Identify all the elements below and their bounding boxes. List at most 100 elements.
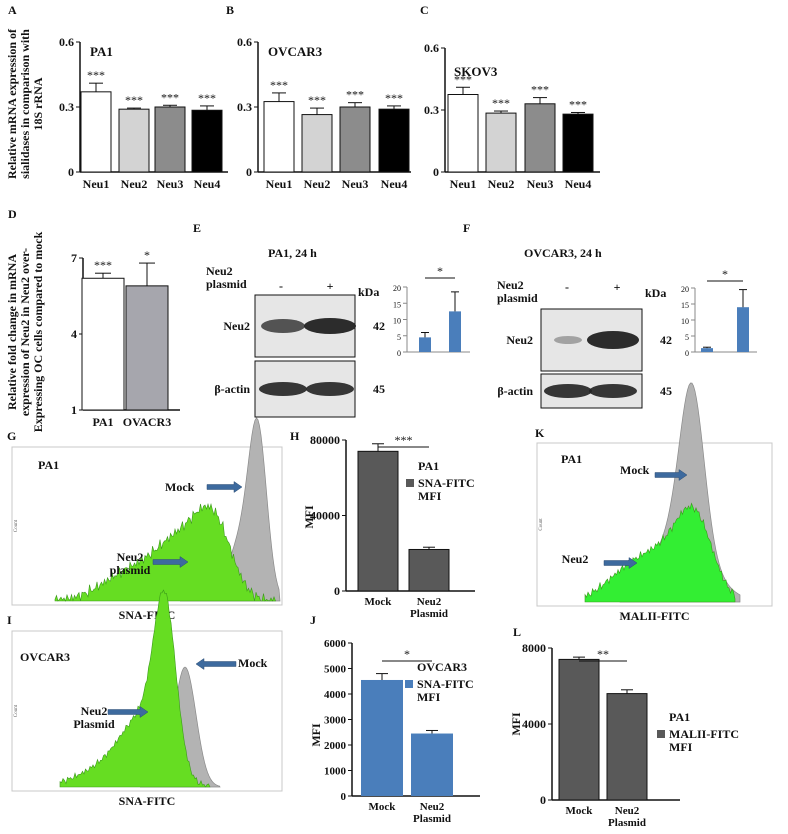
K-y-axis-label: Count — [539, 518, 544, 531]
panel-letter-K: K — [535, 426, 545, 440]
C-bar — [562, 113, 594, 173]
arrow-icon — [195, 658, 237, 670]
J-y-axis-label: MFI — [309, 723, 323, 747]
J-significance: * — [404, 647, 410, 661]
J-y-tick-label: 5000 — [324, 664, 347, 676]
H-y-tick-label: 0 — [334, 584, 340, 598]
E-band — [261, 319, 305, 333]
J-bar — [411, 733, 453, 796]
G-neu2-label: Neu2 — [117, 550, 144, 564]
E-band — [304, 318, 356, 334]
J-legend-swatch — [405, 680, 413, 688]
panel-letter-C: C — [420, 3, 429, 17]
L-legend-entry: MALII-FITC — [669, 727, 739, 741]
J-legend-title: OVCAR3 — [417, 660, 467, 674]
panel-letter-H: H — [290, 429, 300, 443]
K-cell-line: PA1 — [561, 452, 582, 466]
E-band — [259, 382, 307, 396]
J-y-tick-label: 0 — [341, 791, 347, 803]
J-y-tick-label: 6000 — [324, 638, 347, 650]
A-y-tick-label: 0 — [68, 165, 74, 179]
C-y-tick-label: 0 — [433, 165, 439, 179]
B-significance: *** — [385, 91, 403, 105]
A-inset-title: PA1 — [90, 44, 113, 59]
H-legend-swatch — [406, 479, 414, 487]
G-neu2-label: plasmid — [110, 563, 151, 577]
L-legend-title: PA1 — [669, 710, 690, 724]
E-blot-title: PA1, 24 h — [268, 246, 317, 260]
panel-letter-B: B — [226, 3, 234, 17]
A-y-axis-label: 18S rRNA — [31, 77, 45, 130]
A-bar — [154, 106, 186, 173]
L-category-label: Neu2 — [615, 805, 640, 817]
F-band-label: β-actin — [497, 384, 533, 398]
A-y-tick-label: 0.3 — [59, 100, 74, 114]
E-plasmid-label: plasmid — [206, 277, 247, 291]
F-inset-significance: * — [722, 267, 728, 281]
A-bar — [191, 109, 223, 173]
B-bar — [263, 101, 295, 173]
A-bar — [118, 108, 150, 173]
K-mock-label: Mock — [620, 463, 650, 477]
A-significance: *** — [125, 93, 143, 107]
K-x-axis-label: MALII-FITC — [619, 609, 689, 623]
H-legend-entry: MFI — [418, 489, 442, 503]
C-inset-title: SKOV3 — [454, 64, 498, 79]
arrow-icon — [107, 706, 149, 718]
F-band — [589, 384, 637, 398]
E-lane-minus: - — [279, 279, 283, 293]
I-y-axis-label: Count — [14, 704, 19, 717]
D-bar — [81, 277, 125, 411]
A-significance: *** — [87, 68, 105, 82]
F-inset-y-tick-label: 0 — [685, 349, 689, 358]
L-significance: ** — [597, 647, 609, 661]
F-inset-bar — [737, 307, 749, 352]
H-y-tick-label: 80000 — [310, 433, 340, 447]
B-category-label: Neu3 — [342, 177, 369, 191]
D-y-tick-label: 4 — [71, 327, 77, 341]
C-significance: *** — [569, 97, 587, 111]
D-significance: *** — [94, 258, 112, 272]
L-y-axis-label: MFI — [509, 712, 523, 736]
A-category-label: Neu1 — [83, 177, 110, 191]
I-neu2-label: Plasmid — [73, 717, 115, 731]
F-inset-y-tick-label: 5 — [685, 333, 689, 342]
F-inset-y-tick-label: 10 — [681, 317, 689, 326]
L-bar — [558, 658, 600, 801]
F-band-kda: 45 — [660, 384, 672, 398]
L-y-tick-label: 8000 — [522, 641, 546, 655]
F-band-label: Neu2 — [506, 333, 533, 347]
arrow-icon — [206, 481, 243, 493]
F-inset-bar — [701, 348, 713, 352]
B-y-tick-label: 0.6 — [237, 35, 252, 49]
K-neu2-label: Neu2 — [562, 552, 589, 566]
panel-letter-E: E — [193, 221, 201, 235]
E-band-label: β-actin — [214, 382, 250, 396]
F-inset-y-tick-label: 15 — [681, 301, 689, 310]
D-y-axis-label: expression of Neu2 in Neu2 over- — [18, 248, 32, 416]
G-y-axis-label: Count — [14, 519, 19, 532]
E-band-label: Neu2 — [223, 319, 250, 333]
E-inset-y-tick-label: 10 — [393, 317, 401, 326]
H-category-label: Mock — [365, 596, 393, 608]
E-inset-y-tick-label: 0 — [397, 349, 401, 358]
D-y-tick-label: 7 — [71, 251, 77, 265]
L-y-tick-label: 4000 — [522, 717, 546, 731]
F-plasmid-label: plasmid — [497, 291, 538, 305]
D-y-axis-label: Expressing OC cells compared to mock — [31, 231, 45, 432]
E-band — [306, 382, 354, 396]
J-y-tick-label: 1000 — [324, 766, 347, 778]
C-category-label: Neu3 — [527, 177, 554, 191]
E-inset-y-tick-label: 15 — [393, 300, 401, 309]
B-inset-title: OVCAR3 — [268, 44, 323, 59]
B-bar — [378, 108, 410, 173]
C-bar — [485, 112, 517, 173]
C-significance: *** — [454, 72, 472, 86]
arrow-icon — [654, 469, 688, 481]
B-significance: *** — [346, 88, 364, 102]
panel-letter-A: A — [8, 3, 17, 17]
F-lane-plus: + — [614, 280, 621, 294]
L-category-label: Mock — [566, 805, 594, 817]
I-neu2-label: Neu2 — [81, 704, 108, 718]
